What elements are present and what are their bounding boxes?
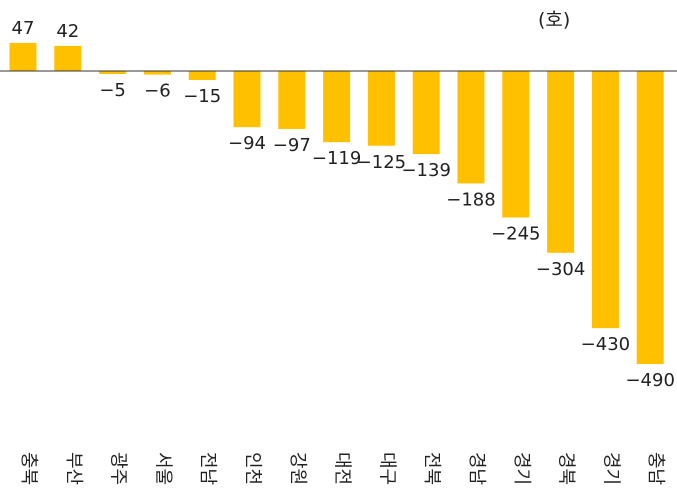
category-label-10: 경남: [466, 452, 487, 485]
data-label-2: −5: [99, 80, 126, 101]
data-label-3: −6: [144, 81, 171, 102]
category-label-9: 전북: [421, 452, 442, 485]
bar-13: [591, 71, 619, 329]
data-label-4: −15: [183, 86, 221, 107]
bar-5: [233, 71, 261, 128]
data-label-7: −119: [312, 148, 361, 169]
data-label-1: 42: [56, 21, 79, 42]
bar-6: [278, 71, 306, 130]
category-label-3: 서울: [152, 452, 173, 485]
unit-label: (호): [538, 9, 570, 31]
bar-8: [367, 71, 395, 146]
category-label-8: 대구: [376, 452, 397, 485]
category-label-1: 부산: [63, 452, 84, 485]
category-label-4: 전남: [197, 452, 218, 485]
bar-4: [188, 71, 216, 80]
bar-12: [547, 71, 575, 253]
category-label-5: 인천: [242, 452, 263, 485]
bar-9: [412, 71, 440, 155]
category-label-0: 충북: [18, 452, 39, 485]
category-label-2: 광주: [108, 452, 129, 485]
data-label-14: −490: [625, 370, 674, 391]
data-label-9: −139: [401, 160, 450, 181]
bar-11: [502, 71, 530, 218]
data-label-0: 47: [12, 18, 35, 39]
data-label-10: −188: [446, 189, 495, 210]
bar-1: [54, 45, 82, 71]
bar-7: [323, 71, 351, 143]
category-label-13: 경기: [600, 452, 621, 485]
data-label-13: −430: [581, 334, 630, 355]
data-label-8: −125: [357, 152, 406, 173]
data-label-5: −94: [228, 133, 266, 154]
bar-3: [143, 71, 171, 75]
category-label-11: 경기: [511, 452, 532, 485]
bar-2: [99, 71, 127, 74]
bar-0: [9, 42, 37, 71]
category-label-14: 충남: [645, 452, 666, 485]
data-label-12: −304: [536, 259, 585, 280]
data-label-6: −97: [273, 135, 311, 156]
category-label-6: 강원: [287, 452, 308, 485]
category-label-7: 대전: [332, 452, 353, 485]
data-label-11: −245: [491, 224, 540, 245]
bar-10: [457, 71, 485, 184]
category-label-12: 경북: [556, 452, 577, 485]
bar-14: [636, 71, 664, 365]
